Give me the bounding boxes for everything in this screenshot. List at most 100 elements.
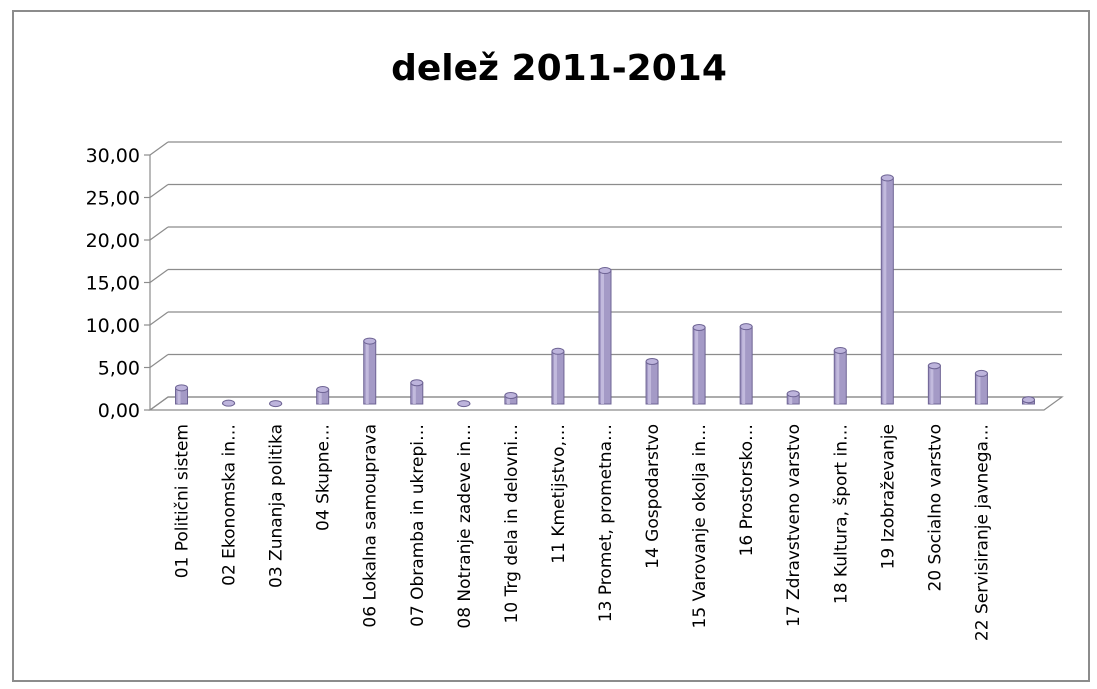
bar: [880, 174, 894, 405]
x-category-label: 07 Obramba in ukrepi…: [408, 424, 428, 627]
x-category-label: 06 Lokalna samouprava: [361, 424, 381, 628]
bar-highlight: [506, 395, 510, 404]
bar-top: [786, 390, 800, 398]
y-tick-label: 0,00: [98, 400, 140, 422]
bar-body: [363, 340, 377, 405]
bar: [927, 362, 941, 405]
bar: [504, 392, 518, 405]
chart-frame: delež 2011-2014 0,00 5,00 10,00 15,00 20,00 2…: [12, 10, 1090, 682]
bar-highlight: [789, 393, 793, 404]
bar-top: [598, 267, 612, 275]
x-category-label: 14 Gospodarstvo: [643, 424, 663, 569]
bar-body: [739, 326, 753, 405]
bar-body: [692, 327, 706, 405]
bar-top: [410, 379, 424, 387]
x-category-label: 19 Izobraževanje: [878, 424, 898, 569]
bar-body: [551, 350, 565, 405]
y-tick-label: 25,00: [86, 188, 140, 210]
bar: [457, 400, 471, 408]
x-category-label: 08 Notranje zadeve in…: [455, 424, 475, 629]
x-category-label: 18 Kultura, šport in…: [831, 424, 851, 604]
bar-top: [880, 174, 894, 182]
bar-body: [833, 349, 847, 405]
bar-top: [504, 392, 518, 399]
bar-top: [833, 346, 847, 354]
bar: [645, 358, 659, 405]
gridline-side: [149, 354, 169, 368]
bar: [974, 369, 988, 405]
y-tick-label: 20,00: [86, 230, 140, 252]
bar-body: [598, 270, 612, 405]
bar: [175, 384, 189, 405]
bar: [692, 324, 706, 405]
x-category-label: 22 Servisiranje javnega…: [972, 424, 992, 641]
bar-highlight: [977, 373, 981, 404]
x-category-label: 16 Prostorsko…: [737, 424, 757, 556]
x-category-label: 02 Ekonomska in…: [220, 424, 240, 586]
x-category-label: 01 Politični sistem: [173, 424, 193, 578]
gridline-side: [149, 269, 169, 283]
bar-top: [363, 337, 377, 345]
y-tick-label: 30,00: [86, 145, 140, 167]
bar: [316, 386, 330, 405]
bar-highlight: [365, 341, 369, 404]
bar-top: [692, 324, 706, 331]
bar-highlight: [553, 351, 557, 404]
bar-top: [645, 358, 659, 365]
bar-top: [974, 369, 988, 377]
bar-highlight: [836, 350, 840, 404]
gridline-side: [149, 396, 169, 411]
bar-highlight: [412, 382, 416, 404]
bar-top: [1021, 396, 1035, 404]
bar: [410, 379, 424, 405]
x-axis-category-labels: 01 Politični sistem 02 Ekonomska in… 03 Zu…: [173, 424, 993, 641]
bar: [363, 337, 377, 405]
bar: [269, 400, 283, 408]
bar-top: [269, 400, 283, 408]
bar-highlight: [883, 177, 887, 404]
bar-top: [316, 386, 330, 394]
bar: [833, 346, 847, 405]
bar: [739, 323, 753, 405]
bar: [598, 267, 612, 405]
gridline-side: [149, 184, 169, 198]
bar-highlight: [318, 389, 322, 404]
y-tick-label: 10,00: [86, 315, 140, 337]
gridline-side: [149, 226, 169, 241]
gridline-side: [149, 141, 169, 156]
bar: [1021, 396, 1035, 405]
bar-highlight: [695, 327, 699, 404]
bar-highlight: [648, 361, 652, 404]
bar-chart: delež 2011-2014 0,00 5,00 10,00 15,00 20,00 2…: [86, 48, 1064, 641]
bar: [551, 347, 565, 405]
bar-top: [927, 362, 941, 370]
x-category-label: 03 Zunanja politika: [267, 424, 287, 588]
bar-highlight: [742, 326, 746, 404]
bar-body: [880, 177, 894, 405]
gridline-side: [149, 311, 169, 326]
bar-top: [457, 400, 471, 408]
bar-highlight: [930, 365, 934, 404]
x-category-label: 20 Socialno varstvo: [925, 424, 945, 591]
x-category-label: 11 Kmetijstvo,…: [549, 424, 569, 564]
x-category-label: 15 Varovanje okolja in…: [690, 424, 710, 628]
bar-body: [974, 372, 988, 405]
bar-highlight: [177, 387, 181, 404]
y-tick-label: 15,00: [86, 273, 140, 295]
bar-top: [551, 347, 565, 355]
x-category-label: 17 Zdravstveno varstvo: [784, 424, 804, 627]
x-category-label: 04 Skupne…: [314, 424, 334, 531]
bar: [786, 390, 800, 405]
bar-top: [739, 323, 753, 331]
y-tick-label: 5,00: [98, 358, 140, 380]
bar-top: [222, 399, 236, 407]
bar-body: [645, 361, 659, 405]
bars: [175, 174, 1035, 408]
x-category-label: 13 Promet, prometna…: [596, 424, 616, 622]
bar-body: [927, 365, 941, 405]
bar-highlight: [601, 270, 604, 404]
chart-title: delež 2011-2014: [391, 48, 727, 89]
gridlines: [144, 141, 1062, 411]
x-category-label: 10 Trg dela in delovni…: [502, 424, 522, 623]
y-axis-tick-labels: 0,00 5,00 10,00 15,00 20,00 25,00 30,00: [86, 145, 140, 422]
